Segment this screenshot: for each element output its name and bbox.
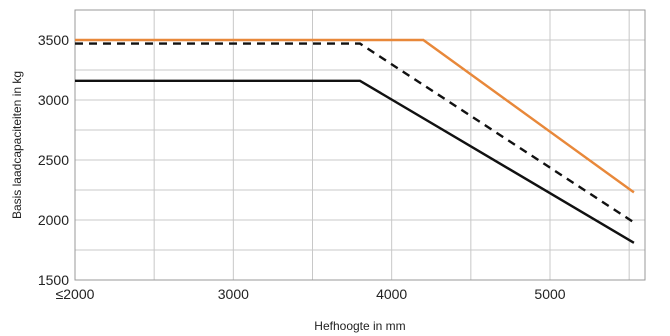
y-tick-label: 2000: [38, 212, 69, 228]
series-line-3: [75, 79, 635, 244]
y-tick-label: 3500: [38, 32, 69, 48]
y-tick-label: 2500: [38, 152, 69, 168]
series-group: [75, 38, 635, 244]
x-axis-title: Hefhoogte in mm: [314, 319, 405, 333]
x-tick-label: 5000: [534, 286, 565, 302]
x-tick-label: 3000: [218, 286, 249, 302]
grid: [74, 9, 645, 281]
y-tick-label: 1500: [38, 272, 69, 288]
series-line-2: [75, 42, 635, 224]
x-tick-label: ≤2000: [56, 286, 95, 302]
y-tick-label: 3000: [38, 92, 69, 108]
series-line-1: [75, 38, 635, 194]
tick-labels: 1500 2000 2500 3000 3500 ≤2000 3000 4000 5000: [38, 32, 566, 302]
x-tick-label: 4000: [376, 286, 407, 302]
y-axis-title: Basis laadcapaciteiten in kg: [10, 71, 24, 219]
plot-frame: [74, 9, 646, 281]
